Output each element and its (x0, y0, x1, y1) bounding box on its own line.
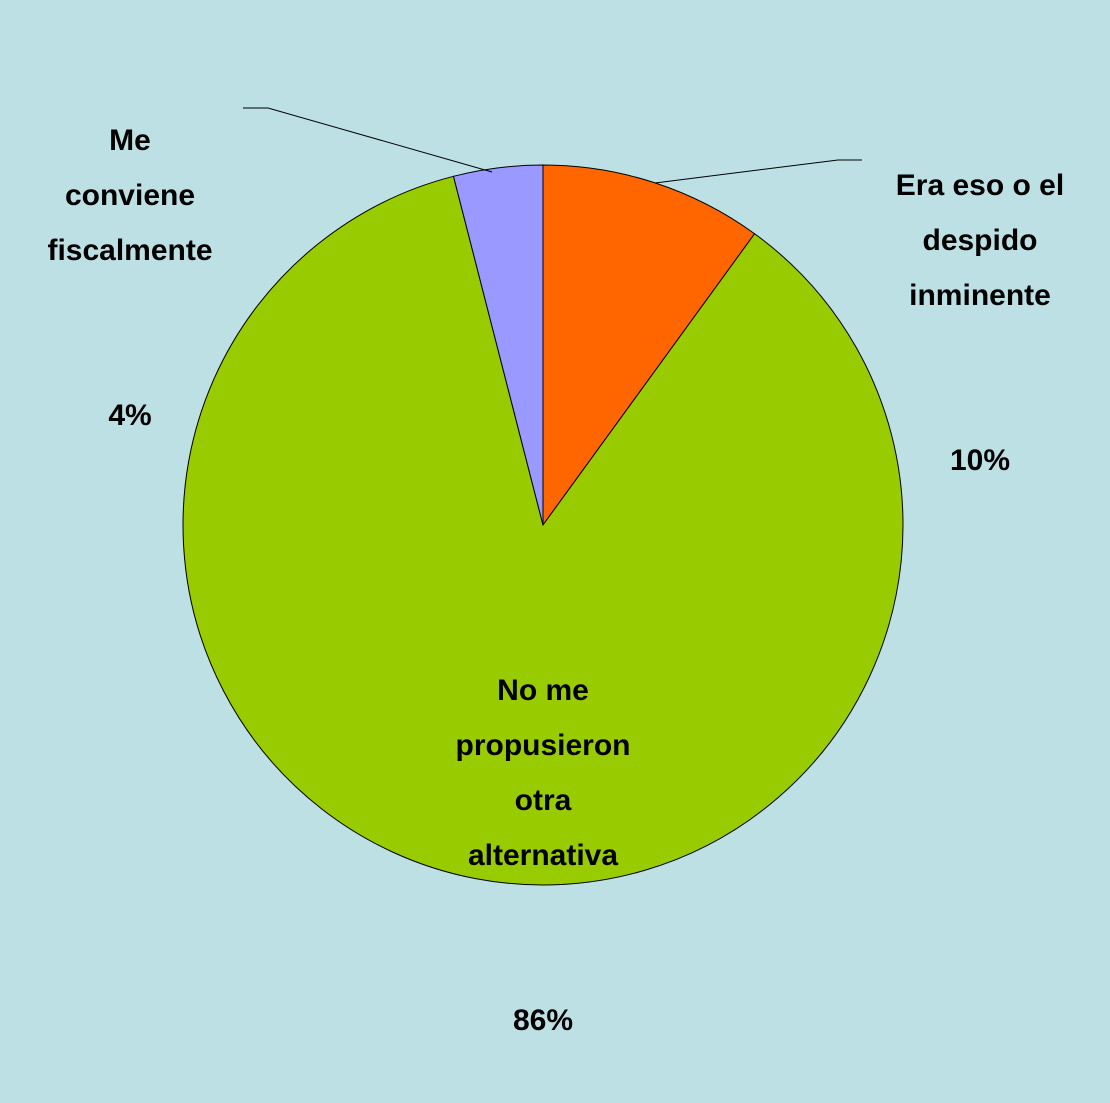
value-label: 10% (949, 444, 1011, 477)
value-label: 4% (108, 399, 152, 432)
pie-slice (182, 175, 904, 886)
slice-label: No me propusieron otra alternativa 86% (455, 553, 630, 1103)
pie-slice (542, 164, 756, 527)
category-label: No me propusieron otra alternativa (455, 674, 631, 872)
category-label: Me conviene fiscalmente (47, 124, 213, 267)
slice-label: Era eso o el despido inminente 10% (896, 48, 1064, 543)
category-label: Era eso o el despido inminente (895, 169, 1065, 312)
leader-line (654, 159, 862, 184)
slice-label: Me conviene fiscalmente 4% (47, 3, 212, 498)
chart (182, 107, 904, 886)
page: Era eso o el despido inminente 10% No me… (47, 3, 1065, 1037)
pie-slice (452, 164, 544, 526)
leader-line (243, 107, 493, 173)
value-label: 86% (512, 1004, 574, 1037)
